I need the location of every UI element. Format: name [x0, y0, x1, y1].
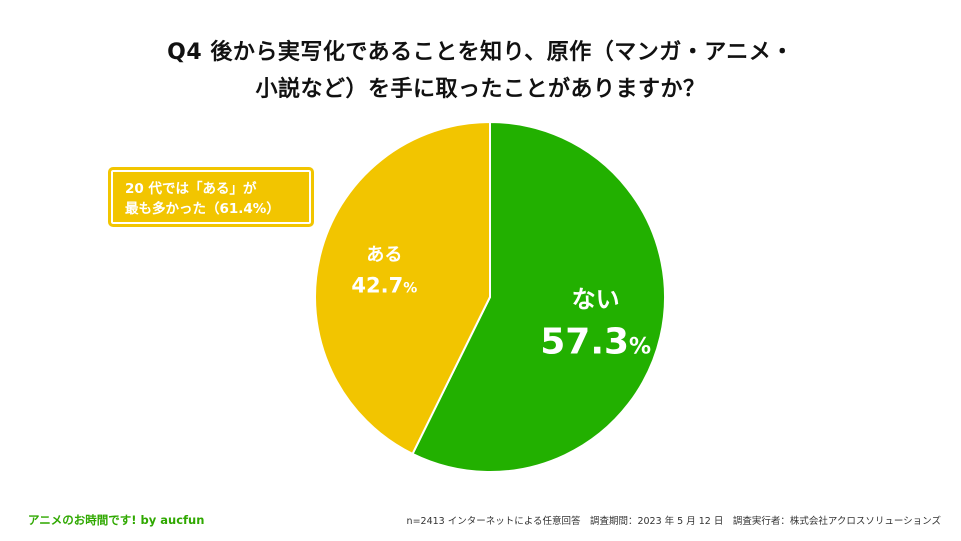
slice-value-1: 57.3% [540, 322, 651, 363]
chart-title-line-2: 小説など）を手に取ったことがありますか？ [255, 77, 706, 102]
callout-line-2: 最も多かった（61.4%） [125, 201, 280, 217]
slice-label-2: ある [366, 244, 402, 265]
callout-box: 20 代では「ある」が 最も多かった（61.4%） [108, 167, 314, 227]
chart-title-line-1: Q4 後から実写化であることを知り、原作（マンガ・アニメ・ [167, 40, 794, 65]
brand-label: アニメのお時間です! by aucfun [28, 513, 205, 527]
pie-slice-1 [411, 120, 666, 473]
pie-slice-2 [314, 120, 491, 456]
survey-footnote: n=2413 インターネットによる任意回答 調査期間：2023 年 5 月 12… [406, 516, 941, 527]
callout-line-1: 20 代では「ある」が [125, 181, 257, 197]
slice-label-1: ない [572, 286, 620, 314]
chart-title: Q4 後から実写化であることを知り、原作（マンガ・アニメ・ 小説など）を手に取っ… [0, 34, 961, 108]
